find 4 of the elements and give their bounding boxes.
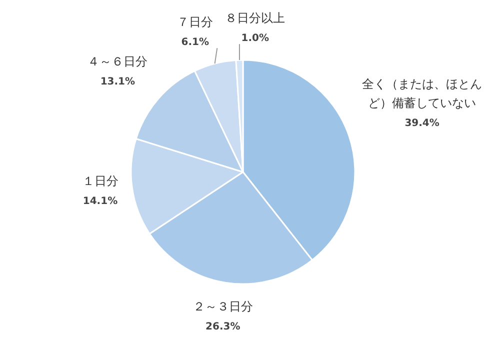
data-label: 1.0% — [241, 33, 270, 44]
data-label: 6.1% — [181, 37, 210, 48]
slice-label: ７日分 — [177, 15, 214, 30]
slice-label: ８日分以上 — [225, 11, 286, 26]
